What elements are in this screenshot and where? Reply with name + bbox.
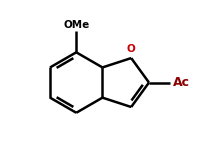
Text: OMe: OMe <box>63 20 89 30</box>
Text: O: O <box>127 45 136 54</box>
Text: Ac: Ac <box>173 76 190 89</box>
